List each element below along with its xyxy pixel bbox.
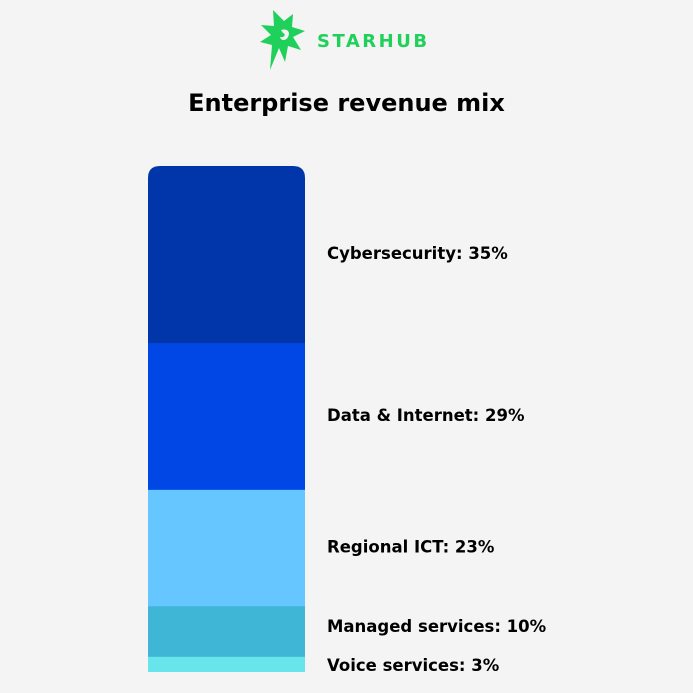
stacked-bar — [148, 166, 305, 672]
segment-label-voice-services: Voice services: 3% — [327, 656, 500, 675]
brand: STARHUB — [257, 8, 430, 74]
segment-label-regional-ict: Regional ICT: 23% — [327, 538, 495, 557]
segment-label-data-internet: Data & Internet: 29% — [327, 406, 525, 425]
segment-regional-ict — [148, 489, 305, 607]
segment-cybersecurity — [148, 166, 305, 344]
segment-voice-services — [148, 656, 305, 672]
chart-title: Enterprise revenue mix — [188, 89, 505, 117]
segment-label-cybersecurity: Cybersecurity: 35% — [327, 244, 508, 263]
brand-name: STARHUB — [317, 30, 430, 52]
starhub-star-logo-icon — [260, 10, 305, 70]
segment-managed-services — [148, 606, 305, 658]
segment-data-internet — [148, 343, 305, 491]
segment-label-managed-services: Managed services: 10% — [327, 617, 547, 636]
